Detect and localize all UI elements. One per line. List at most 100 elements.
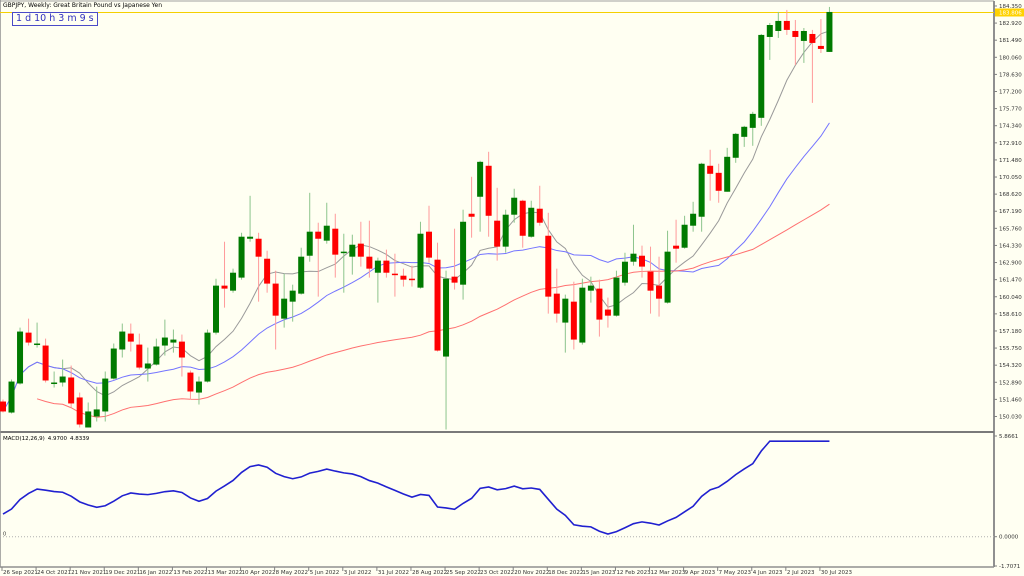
candle xyxy=(766,22,773,60)
candle xyxy=(443,270,450,430)
date-label: 18 Dec 2022 xyxy=(548,570,583,576)
candle xyxy=(596,279,603,337)
candle xyxy=(315,222,322,297)
candle xyxy=(161,319,168,356)
candle-body xyxy=(621,261,628,283)
price-label: 181.490 xyxy=(999,38,1022,44)
ma-slow-line xyxy=(36,203,830,418)
candle xyxy=(195,376,202,405)
price-label: 164.330 xyxy=(999,243,1022,249)
candle xyxy=(519,199,526,248)
candle-body xyxy=(349,244,356,257)
candle-body xyxy=(587,285,594,291)
candle xyxy=(213,278,219,335)
candle xyxy=(0,399,6,413)
date-label: 31 Jul 2022 xyxy=(378,570,409,576)
price-label: 152.890 xyxy=(999,380,1022,386)
candle-body xyxy=(289,290,296,302)
candle-body xyxy=(0,401,6,412)
candle-body xyxy=(68,377,75,404)
candle-body xyxy=(707,165,714,174)
candle xyxy=(656,256,663,317)
macd-name: MACD(12,26,9) xyxy=(3,436,45,442)
candle-body xyxy=(698,163,705,217)
candle xyxy=(434,242,441,352)
candle xyxy=(724,147,731,192)
candle-body xyxy=(357,243,364,257)
macd-zero-marker: 0 xyxy=(3,532,6,538)
candle-body xyxy=(553,293,560,314)
candle-body xyxy=(681,224,688,248)
candle xyxy=(187,370,194,400)
candle xyxy=(587,276,594,303)
date-label: 16 Jan 2022 xyxy=(139,570,172,576)
candle xyxy=(8,379,15,414)
candle-body xyxy=(306,231,313,256)
candle xyxy=(170,329,177,353)
candle xyxy=(25,318,32,346)
candle xyxy=(383,249,390,278)
candle-body xyxy=(630,253,637,262)
date-label: 12 Feb 2023 xyxy=(616,570,651,576)
candle-body xyxy=(809,33,816,43)
price-label: 172.910 xyxy=(999,141,1022,147)
candle xyxy=(102,371,109,422)
candle-body xyxy=(494,220,501,247)
candle-body xyxy=(51,382,58,385)
ma-mid-line xyxy=(2,122,830,412)
date-label: 30 Jul 2023 xyxy=(821,570,853,576)
candle-body xyxy=(42,345,49,381)
current-price-label: 183.806 xyxy=(999,10,1022,16)
candle xyxy=(144,347,151,382)
candle xyxy=(698,162,705,232)
candle-body xyxy=(613,277,620,316)
candle xyxy=(562,294,569,353)
candle-body xyxy=(178,341,185,358)
candle xyxy=(673,219,680,263)
candle-body xyxy=(800,30,807,41)
price-label: 177.200 xyxy=(999,90,1022,96)
candle xyxy=(272,270,279,350)
date-label: 20 Nov 2022 xyxy=(514,570,549,576)
candle xyxy=(110,343,117,380)
candle-body xyxy=(374,260,381,273)
candle xyxy=(451,228,458,290)
candle-body xyxy=(264,258,271,284)
candle-body xyxy=(664,251,671,303)
candle-body xyxy=(340,251,347,254)
candle xyxy=(178,334,185,377)
date-label: 23 Oct 2022 xyxy=(480,570,514,576)
candle-body xyxy=(161,337,168,346)
candle-body xyxy=(528,207,535,237)
date-label: 19 Dec 2021 xyxy=(105,570,140,576)
candle xyxy=(221,241,228,308)
date-label: 13 Feb 2022 xyxy=(173,570,207,576)
bar-countdown-timer: 1 d 10 h 3 m 9 s xyxy=(12,12,98,26)
candle xyxy=(426,205,432,263)
macd-axis-label: -1.7071 xyxy=(999,564,1020,570)
candle-body xyxy=(281,298,288,319)
candle-body xyxy=(783,20,790,30)
price-label: 150.030 xyxy=(999,414,1022,420)
candle xyxy=(255,232,262,302)
candle-body xyxy=(775,20,782,31)
candle-body xyxy=(238,236,245,278)
candle xyxy=(281,273,288,328)
candle-body xyxy=(93,409,100,417)
date-label: 28 Aug 2022 xyxy=(412,570,447,576)
candle-body xyxy=(434,259,441,351)
price-label: 154.320 xyxy=(999,363,1022,369)
date-label: 8 May 2022 xyxy=(276,570,308,576)
chart-title: GBPJPY, Weekly: Great Britain Pound vs J… xyxy=(3,2,163,9)
candle xyxy=(604,297,611,328)
macd-line xyxy=(2,440,830,535)
candle xyxy=(485,151,492,237)
candle xyxy=(621,252,628,286)
candle xyxy=(340,233,347,293)
price-label: 162.900 xyxy=(999,261,1022,267)
candle xyxy=(783,9,790,35)
candle-body xyxy=(604,309,611,316)
candle xyxy=(391,253,398,297)
candle-body xyxy=(119,331,126,350)
